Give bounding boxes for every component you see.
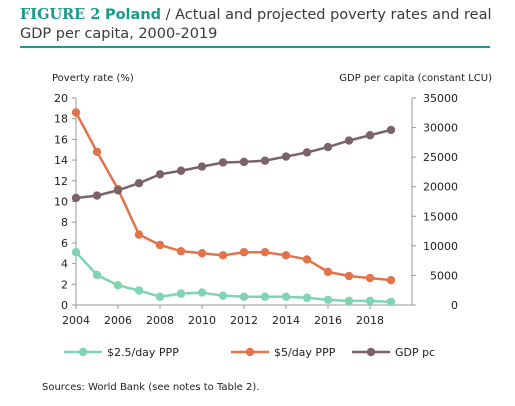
legend-label-0: $2.5/day PPP bbox=[107, 346, 179, 359]
series-1-point bbox=[365, 273, 375, 283]
x-tick-label: 2018 bbox=[356, 314, 384, 327]
y-right-axis-label: GDP per capita (constant LCU) bbox=[339, 73, 492, 84]
y-right-tick-label: 35000 bbox=[423, 92, 458, 105]
legend-marker-1 bbox=[245, 347, 255, 357]
series-1-point bbox=[92, 147, 102, 157]
series-0-point bbox=[218, 291, 228, 300]
figure-country: Poland bbox=[104, 7, 162, 23]
y-right-tick-label: 0 bbox=[451, 299, 458, 312]
series-1-point bbox=[218, 251, 228, 260]
series-1-point bbox=[344, 271, 354, 281]
series-0-point bbox=[302, 293, 312, 302]
y-left-tick-label: 16 bbox=[54, 133, 68, 146]
poverty-gdp-chart: Poverty rate (%) GDP per capita (constant… bbox=[52, 73, 492, 359]
y-left-tick-label: 14 bbox=[54, 154, 68, 167]
y-left-tick-label: 12 bbox=[54, 175, 68, 188]
legend-marker-2 bbox=[366, 347, 376, 357]
y-left-tick-label: 18 bbox=[54, 113, 68, 126]
series-0-line bbox=[75, 251, 392, 304]
series-1-point bbox=[260, 248, 270, 257]
legend-marker-0 bbox=[78, 347, 88, 357]
y-right-tick-label: 20000 bbox=[423, 181, 458, 194]
y-right-tick-label: 10000 bbox=[423, 240, 458, 253]
series-1-point bbox=[176, 246, 186, 256]
series-0-point bbox=[344, 296, 354, 306]
series-2-point bbox=[176, 166, 186, 175]
series-0-point bbox=[323, 295, 333, 305]
series-2-point bbox=[218, 158, 228, 167]
series-2-point bbox=[71, 193, 81, 203]
series-0-point bbox=[155, 292, 165, 301]
series-2-point bbox=[239, 157, 249, 167]
series-2-point bbox=[155, 170, 165, 179]
legend-label-2: GDP pc bbox=[395, 346, 435, 359]
source-note: Sources: World Bank (see notes to Table … bbox=[42, 382, 260, 393]
series-0-point bbox=[92, 270, 102, 280]
series-1-point bbox=[239, 248, 249, 257]
series-0-point bbox=[134, 286, 144, 295]
series-0-point bbox=[197, 288, 207, 297]
series-2-point bbox=[281, 152, 291, 161]
x-tick-label: 2008 bbox=[146, 314, 174, 327]
y-right-tick-label: 30000 bbox=[423, 122, 458, 135]
series-0-point bbox=[71, 248, 81, 257]
series-2-point bbox=[92, 191, 102, 200]
figure-title: FIGURE 2 Poland / Actual and projected p… bbox=[20, 5, 510, 44]
series-2-point bbox=[365, 131, 375, 140]
series-2-line bbox=[75, 128, 392, 200]
x-tick-label: 2016 bbox=[314, 314, 342, 327]
series-2-point bbox=[260, 156, 270, 165]
series-1-point bbox=[323, 267, 333, 277]
series-2-point bbox=[113, 186, 123, 195]
y-right-tick-label: 15000 bbox=[423, 210, 458, 223]
series-1-point bbox=[386, 275, 396, 285]
series-1-point bbox=[197, 249, 207, 258]
series-0-point bbox=[260, 292, 270, 301]
figure-label: FIGURE 2 bbox=[20, 6, 101, 23]
y-left-axis-label: Poverty rate (%) bbox=[52, 73, 134, 84]
x-tick-label: 2010 bbox=[188, 314, 216, 327]
series-0-point bbox=[386, 297, 396, 307]
x-tick-label: 2004 bbox=[62, 314, 90, 327]
y-right-tick-label: 25000 bbox=[423, 151, 458, 164]
series-0-point bbox=[176, 289, 186, 298]
x-tick-label: 2014 bbox=[272, 314, 300, 327]
series-0-point bbox=[239, 292, 249, 301]
x-tick-label: 2006 bbox=[104, 314, 132, 327]
series-1-point bbox=[302, 255, 312, 264]
x-tick-label: 2012 bbox=[230, 314, 258, 327]
y-left-tick-label: 20 bbox=[54, 92, 68, 105]
y-left-tick-label: 2 bbox=[61, 278, 68, 291]
series-1-point bbox=[71, 108, 81, 117]
figure-title-text: / Actual and projected poverty rates and… bbox=[20, 7, 492, 42]
y-left-tick-label: 6 bbox=[61, 237, 68, 250]
series-0-point bbox=[281, 292, 291, 301]
series-2-point bbox=[344, 136, 354, 145]
y-left-tick-label: 8 bbox=[61, 216, 68, 229]
series-2-point bbox=[134, 178, 144, 188]
y-right-tick-label: 5000 bbox=[430, 269, 458, 282]
series-0-point bbox=[365, 296, 375, 306]
y-left-tick-label: 10 bbox=[54, 196, 68, 209]
title-rule bbox=[20, 46, 490, 48]
series-2-point bbox=[197, 162, 207, 171]
series-1-point bbox=[281, 251, 291, 260]
series-2-point bbox=[323, 142, 333, 152]
y-left-tick-label: 0 bbox=[61, 299, 68, 312]
series-1-line bbox=[74, 111, 392, 282]
series-2-point bbox=[302, 148, 312, 157]
series-1-point bbox=[155, 240, 165, 250]
y-left-tick-label: 4 bbox=[61, 258, 68, 271]
series-2-point bbox=[386, 125, 396, 135]
series-1-point bbox=[134, 230, 144, 239]
legend-label-1: $5/day PPP bbox=[274, 346, 336, 359]
series-0-point bbox=[113, 281, 123, 290]
